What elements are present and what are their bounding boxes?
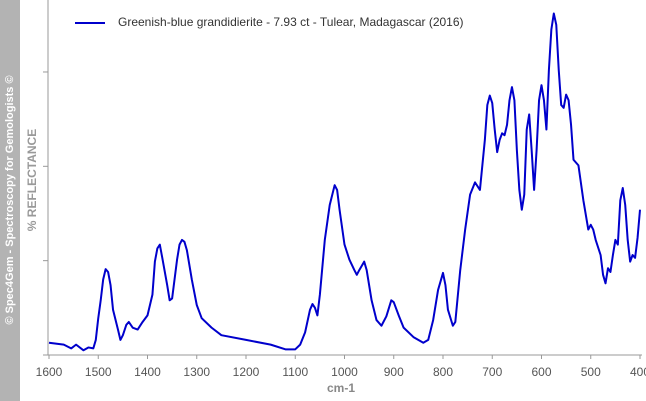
x-tick-label: 1600 [36, 365, 63, 379]
x-tick-label: 1400 [134, 365, 161, 379]
y-axis-label: % REFLECTANCE [25, 129, 39, 231]
x-axis-label: cm-1 [327, 381, 355, 395]
spectrum-line [48, 12, 641, 352]
watermark: © Spec4Gem - Spectroscopy for Gemologist… [4, 75, 16, 324]
x-tick-label: 900 [384, 365, 404, 379]
legend-label: Greenish-blue grandidierite - 7.93 ct - … [118, 15, 464, 29]
x-tick-label: 1000 [331, 365, 358, 379]
x-tick-label: 1300 [183, 365, 210, 379]
x-tick-label: 800 [433, 365, 453, 379]
x-tick-label: 1500 [85, 365, 112, 379]
x-tick-label: 1200 [233, 365, 260, 379]
x-tick-label: 500 [581, 365, 601, 379]
x-tick-label: 700 [482, 365, 502, 379]
x-tick-label: 1100 [282, 365, 308, 379]
x-tick-label: 600 [531, 365, 551, 379]
side-band [0, 0, 20, 401]
x-tick-label: 400 [630, 365, 646, 379]
